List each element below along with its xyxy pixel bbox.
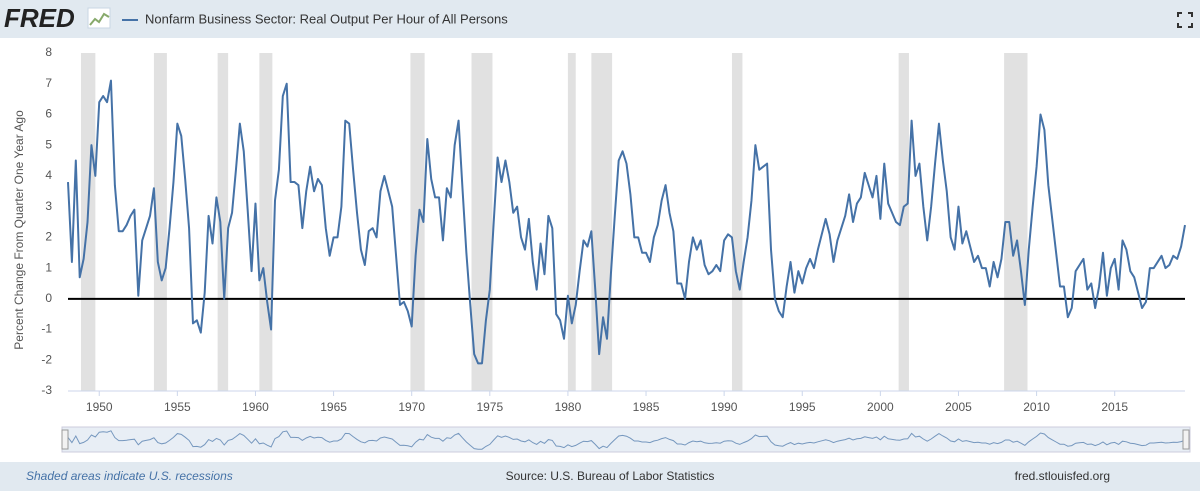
x-tick-label: 1985 — [633, 400, 660, 414]
recession-band — [153, 53, 167, 391]
navigator[interactable] — [61, 426, 1191, 453]
y-tick-label: 1 — [45, 260, 52, 274]
y-tick-label: 4 — [45, 168, 52, 182]
site[interactable]: fred.stlouisfed.org — [1015, 469, 1110, 483]
x-tick-label: 1990 — [711, 400, 738, 414]
recession-band — [591, 53, 613, 391]
y-tick-label: 8 — [45, 45, 52, 59]
navigator-handle[interactable] — [61, 429, 69, 450]
recession-band — [731, 53, 743, 391]
y-tick-label: -3 — [41, 383, 52, 397]
recession-note: Shaded areas indicate U.S. recessions — [26, 469, 233, 483]
y-tick-label: 0 — [45, 291, 52, 305]
y-tick-label: -2 — [41, 352, 52, 366]
y-tick-label: 6 — [45, 107, 52, 121]
y-tick-label: -1 — [41, 322, 52, 336]
x-tick-label: 1955 — [164, 400, 191, 414]
y-tick-label: 2 — [45, 230, 52, 244]
navigator-handle[interactable] — [1182, 429, 1190, 450]
x-tick-label: 1960 — [242, 400, 269, 414]
source: Source: U.S. Bureau of Labor Statistics — [506, 469, 715, 483]
x-tick-label: 2005 — [945, 400, 972, 414]
logo-icon — [87, 7, 111, 29]
recession-band — [898, 53, 909, 391]
x-tick-label: 2015 — [1101, 400, 1128, 414]
recession-band — [567, 53, 576, 391]
x-tick-label: 2000 — [867, 400, 894, 414]
recession-band — [217, 53, 229, 391]
legend-label: Nonfarm Business Sector: Real Output Per… — [145, 11, 508, 26]
y-tick-label: 7 — [45, 76, 52, 90]
recession-band — [471, 53, 493, 391]
y-tick-label: 5 — [45, 137, 52, 151]
x-tick-label: 1995 — [789, 400, 816, 414]
y-axis-label: Percent Change From Quarter One Year Ago — [12, 110, 26, 350]
navigator-line — [67, 430, 1186, 450]
series-line — [67, 79, 1186, 365]
x-tick-label: 1970 — [398, 400, 425, 414]
x-tick-label: 2010 — [1023, 400, 1050, 414]
x-tick-label: 1950 — [86, 400, 113, 414]
x-tick-label: 1975 — [476, 400, 503, 414]
y-tick-label: 3 — [45, 199, 52, 213]
recession-band — [1004, 53, 1028, 391]
logo[interactable]: FRED — [4, 3, 75, 33]
x-tick-label: 1965 — [320, 400, 347, 414]
recession-band — [259, 53, 273, 391]
fullscreen-icon[interactable] — [1177, 12, 1193, 28]
x-tick-label: 1980 — [555, 400, 582, 414]
